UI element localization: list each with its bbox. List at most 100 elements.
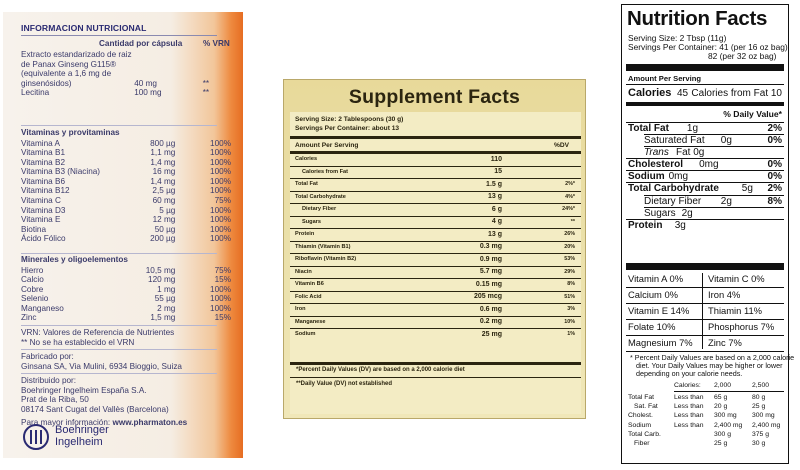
boehringer-logo-icon	[23, 424, 49, 450]
notes-block: VRN: Valores de Referencia de Nutrientes…	[21, 328, 231, 347]
nutrient-quantity: 5 µg	[159, 205, 176, 215]
minerals-block: Minerales y oligoelementos Hierro 10,5 mg…	[21, 255, 231, 323]
nutrient-vrn: 15%	[214, 275, 231, 285]
label-title: INFORMACION NUTRICIONAL	[21, 23, 147, 33]
info-line: Para mayor información: www.pharmaton.es	[21, 418, 231, 428]
divider	[626, 219, 784, 220]
table-cell: 300 mg	[714, 412, 737, 420]
table-cell: Total Fat	[628, 394, 655, 401]
footnote-line: depending on your calorie needs.	[636, 369, 743, 378]
nutrient-name: Vitamina B6	[21, 176, 65, 186]
nutrient-vrn: 100%	[210, 284, 231, 294]
nutrient-name: Folic Acid	[295, 293, 322, 300]
nutrient-amount: 1g	[686, 123, 699, 134]
nutrient-name: Trans	[644, 147, 669, 158]
vitamins-heading: Vitaminas y provitaminas	[21, 128, 120, 137]
supplement-row: Sugars 4 g **	[290, 215, 581, 227]
servings-per-container: Servings Per Container: about 13	[295, 125, 400, 132]
nutrient-dv: 2%	[767, 183, 782, 194]
divider	[644, 195, 784, 196]
lecitina-row: Lecitina 100 mg **	[21, 88, 231, 98]
nutrient-quantity: 55 µg	[154, 294, 176, 304]
nutrient-quantity: 1,5 mg	[150, 313, 176, 323]
nutrient-vrn: 100%	[210, 186, 231, 196]
footnote: *Percent Daily Values (DV) are based on …	[296, 367, 465, 373]
nutrient-name: Total Fat	[295, 181, 318, 187]
nutrient-quantity: 12 mg	[152, 215, 176, 225]
divider	[626, 84, 784, 85]
nutrient-row: Vitamina A 800 µg 100%	[21, 139, 231, 149]
brand-line: Ingelheim	[55, 436, 103, 448]
nutrient-name: Vitamina D3	[21, 205, 66, 215]
serving-size: Serving Size: 2 Tablespoons (30 g)	[295, 116, 404, 123]
nutrient-dv: 8%	[567, 281, 575, 287]
nutrient-row: Vitamina B2 1,4 mg 100%	[21, 158, 231, 168]
nutrient-row: Selenio 55 µg 100%	[21, 294, 231, 304]
supplement-row: Manganese 0.2 mg 10%	[290, 315, 581, 327]
nutrient-row: Calcio 120 mg 15%	[21, 275, 231, 285]
supplement-row: Vitamin B6 0.15 mg 8%	[290, 278, 581, 289]
table-cell: 2,400 mg	[714, 421, 743, 429]
manufacturer-label: Fabricado por:	[21, 352, 74, 361]
nutrient-row: Hierro 10,5 mg 75%	[21, 266, 231, 276]
nutrient-name: Hierro	[21, 265, 44, 275]
nutrient-name: Calories from Fat	[302, 168, 349, 175]
table-cell: 30 g	[752, 440, 766, 447]
divider	[626, 182, 784, 183]
nutrient-amount: 0.15 mg	[475, 280, 502, 288]
nutrient-name: Zinc	[21, 313, 37, 323]
nutrient-quantity: 60 mg	[152, 196, 176, 206]
distributor-line: Boehringer Ingelheim España S.A.	[21, 385, 147, 395]
table-cell: Less than	[674, 421, 704, 429]
thick-divider	[626, 263, 784, 270]
table-cell: Cholest.	[628, 412, 653, 420]
divider	[626, 351, 784, 352]
table-cell: Total Carb.	[628, 430, 661, 438]
thick-divider	[290, 362, 581, 365]
nutrient-name: Thiamin (Vitamin B1)	[295, 243, 351, 250]
nutrient-amount: 13 g	[487, 193, 502, 200]
nutrient-dv: 26%	[564, 231, 575, 237]
supplement-row: Iron 0.6 mg 3%	[290, 303, 581, 314]
supplement-facts-box: Serving Size: 2 Tablespoons (30 g) Servi…	[290, 112, 581, 414]
table-cell: Less than	[674, 394, 704, 401]
nutrient-row: Cobre 1 mg 100%	[21, 285, 231, 295]
supplement-row: Niacin 5.7 mg 29%	[290, 265, 581, 277]
extract-line: de Panax Ginseng G115®	[21, 59, 117, 69]
nutrient-name: Vitamina A	[21, 138, 60, 148]
thick-divider	[290, 136, 581, 139]
nutrient-amount: Fat 0g	[676, 147, 705, 158]
nutrient-amount: 3g	[674, 220, 686, 231]
divider	[626, 287, 784, 288]
vitamin-item: Zinc 7%	[708, 337, 742, 348]
nutrient-name: Selenio	[21, 294, 49, 304]
divider	[626, 158, 784, 159]
nutrient-row: Vitamina B12 2,5 µg 100%	[21, 186, 231, 196]
dv-header: % Daily Value*	[723, 109, 782, 119]
calories-label: Calories	[628, 87, 672, 99]
thick-divider	[626, 64, 784, 71]
nutrient-quantity: 2 mg	[157, 303, 176, 313]
nutrient-amount: 110	[490, 155, 502, 163]
extract-line: Extracto estandarizado de raiz	[21, 50, 132, 59]
nutrient-name: Sugars	[644, 208, 676, 219]
nutrient-quantity: 1,1 mg	[150, 148, 176, 158]
nutrient-vrn: 100%	[210, 294, 231, 304]
supplement-row: Dietary Fiber 6 g 24%*	[290, 203, 581, 214]
divider	[21, 125, 217, 126]
nutrient-vrn: 100%	[210, 215, 231, 225]
nutrient-dv: 8%	[767, 196, 782, 207]
table-header: 2,000	[714, 382, 732, 389]
nutrient-name: Dietary Fiber	[302, 206, 337, 212]
divider	[21, 253, 217, 254]
nutrient-quantity: 200 µg	[150, 234, 176, 244]
minerals-list: Hierro 10,5 mg 75% Calcio 120 mg 15% Cobre 1 mg…	[21, 266, 231, 324]
table-cell: 65 g	[714, 394, 728, 401]
manufacturer-block: Fabricado por: Ginsana SA, Via Mulini, 6…	[21, 352, 231, 371]
nutrient-vrn: 100%	[210, 157, 231, 167]
nutrient-vrn: 100%	[210, 224, 231, 234]
nutrient-amount: 0.6 mg	[479, 305, 502, 313]
nutrient-amount: 6 g	[491, 205, 502, 213]
nutrient-name: Total Carbohydrate	[628, 183, 719, 194]
footnote: **Daily Value (DV) not established	[296, 381, 393, 387]
